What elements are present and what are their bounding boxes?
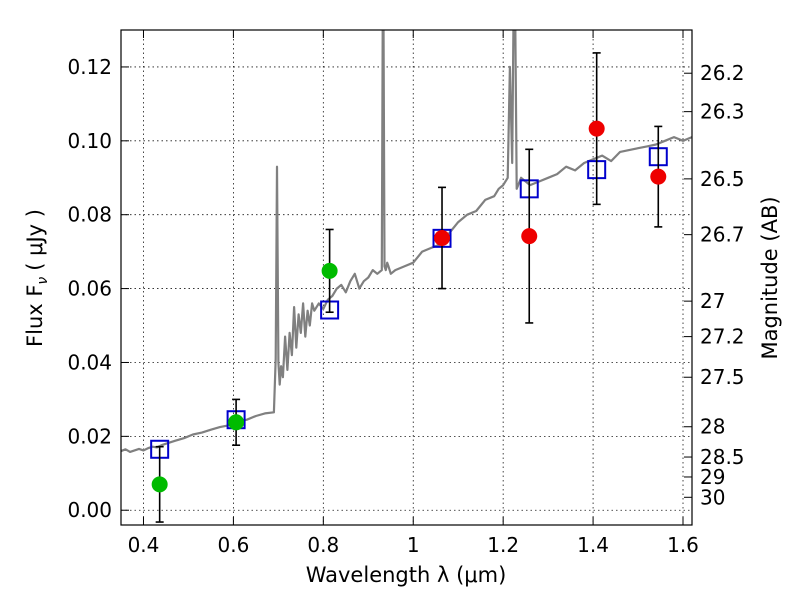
- observed-point: [588, 120, 605, 137]
- right-tick-label: 26.7: [700, 223, 745, 247]
- right-tick-label: 26.2: [700, 61, 745, 85]
- y-tick-label: 0.10: [67, 129, 112, 153]
- right-tick-label: 27: [700, 289, 725, 313]
- right-tick-label: 26.3: [700, 100, 745, 124]
- y-axis-label-unit: ( μJy ): [23, 209, 47, 271]
- right-axis-label: Magnitude (AB): [758, 196, 782, 359]
- right-tick-label: 29: [700, 465, 725, 489]
- x-tick-label: 0.4: [128, 533, 160, 557]
- observed-point: [151, 476, 168, 493]
- x-axis-label: Wavelength λ (μm): [306, 563, 507, 587]
- x-tick-label: 1.4: [577, 533, 609, 557]
- y-axis-label: Flux Fν ( μJy ): [23, 209, 51, 347]
- x-tick-label: 1.2: [487, 533, 519, 557]
- right-tick-label: 27.2: [700, 325, 745, 349]
- y-tick-label: 0.04: [67, 350, 112, 374]
- plot-frame: [120, 29, 693, 526]
- y-axis-label-subscript: ν: [35, 277, 51, 285]
- right-tick-label: 26.5: [700, 167, 745, 191]
- observed-point: [521, 228, 538, 245]
- y-tick-label: 0.08: [67, 203, 112, 227]
- y-tick-label: 0.00: [67, 498, 112, 522]
- y-tick-label: 0.12: [67, 55, 112, 79]
- ticks: 0.4 0.6 0.8 1 1.2 1.4 1.6 0.00 0.02 0.04 0.06 0.08 0…: [67, 30, 745, 557]
- y-tick-label: 0.02: [67, 424, 112, 448]
- observed-point: [321, 262, 338, 279]
- right-tick-label: 27.5: [700, 365, 745, 389]
- observed-point: [434, 229, 451, 246]
- right-tick-label: 30: [700, 485, 725, 509]
- observed-point: [228, 414, 245, 431]
- x-tick-label: 1: [407, 533, 420, 557]
- x-tick-label: 0.8: [307, 533, 339, 557]
- observed-point: [650, 168, 667, 185]
- x-tick-label: 0.6: [217, 533, 249, 557]
- grid: [121, 30, 692, 525]
- data-markers: [150, 52, 668, 523]
- y-axis-label-text: Flux F: [23, 285, 47, 347]
- right-tick-label: 28.5: [700, 445, 745, 469]
- right-tick-label: 28: [700, 415, 725, 439]
- x-tick-label: 1.6: [667, 533, 699, 557]
- y-tick-label: 0.06: [67, 277, 112, 301]
- spectrum-line: [121, 30, 692, 453]
